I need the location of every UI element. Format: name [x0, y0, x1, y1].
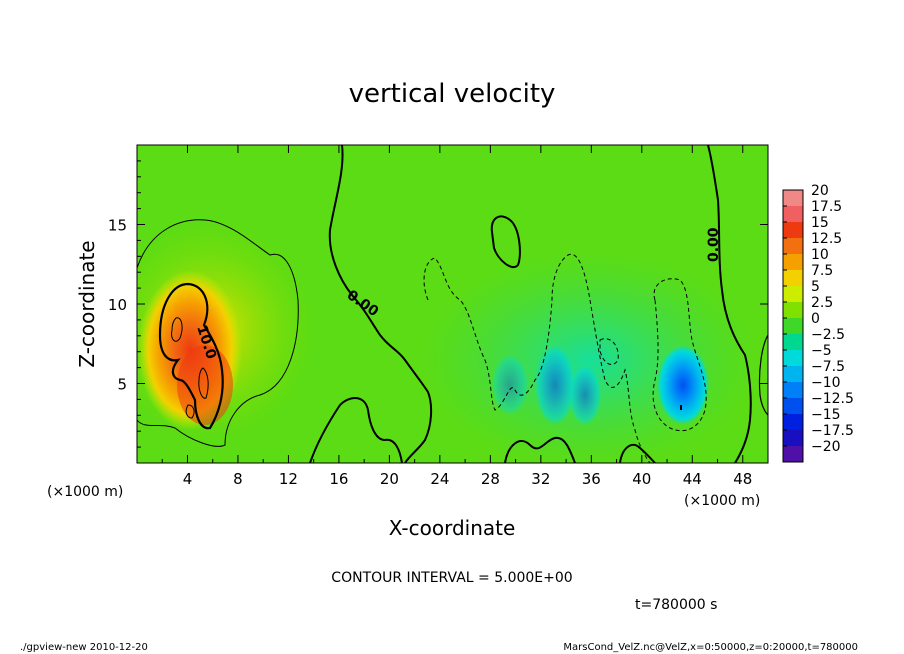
contour-10 — [158, 282, 224, 430]
downdraft-plume-3 — [569, 365, 601, 425]
colorbar-swatch — [783, 222, 803, 239]
x-tick-label: 20 — [380, 470, 399, 488]
footer-right: MarsCond_VelZ.nc@VelZ,x=0:50000,z=0:2000… — [563, 642, 858, 653]
x-tick-label: 32 — [531, 470, 550, 488]
x-tick-label: 28 — [481, 470, 500, 488]
colorbar-label: 5 — [811, 279, 820, 295]
colorbar-swatch — [783, 318, 803, 335]
y-unit-label: (×1000 m) — [47, 484, 123, 500]
contour-15b — [198, 367, 209, 399]
y-tick-label: 15 — [108, 217, 127, 235]
time-text: t=780000 s — [635, 597, 717, 613]
x-tick-label: 8 — [233, 470, 243, 488]
downdraft-plume-1 — [657, 345, 709, 425]
colorbar-label: −5 — [811, 343, 832, 359]
colorbar-label: 7.5 — [811, 263, 833, 279]
colorbar-label: 2.5 — [811, 295, 833, 311]
downdraft-plume-2 — [535, 345, 575, 425]
colorbar-swatch — [783, 238, 803, 255]
contour-15a — [171, 317, 183, 342]
contour-zero-loop — [490, 215, 521, 268]
colorbar-swatch — [783, 350, 803, 367]
colorbar-swatch — [783, 190, 803, 207]
colorbar-label: −20 — [811, 439, 841, 455]
contour-neg5-b — [652, 278, 707, 432]
contour-zero-main — [328, 145, 433, 463]
colorbar-label: −7.5 — [811, 359, 845, 375]
colorbar-label: −17.5 — [811, 423, 854, 439]
colorbar-label: 0 — [811, 311, 820, 327]
x-unit-label: (×1000 m) — [684, 493, 760, 509]
contour-zero-bottom2 — [619, 443, 656, 463]
chart-title: vertical velocity — [349, 79, 556, 109]
colorbar-swatch — [783, 286, 803, 303]
colorbar-label: 12.5 — [811, 231, 842, 247]
colorbar-swatch — [783, 398, 803, 415]
x-tick-label: 4 — [183, 470, 193, 488]
colorbar-swatch — [783, 206, 803, 223]
colorbar-label: 15 — [811, 215, 829, 231]
contour-zero-right — [707, 145, 752, 463]
contour-zero-right-edge — [758, 334, 768, 416]
contour-5 — [137, 219, 299, 447]
x-axis-label: X-coordinate — [389, 516, 516, 540]
contour-label-0-right: 0.00 — [706, 227, 722, 262]
x-tick-label: 24 — [430, 470, 449, 488]
colorbar-swatch — [783, 382, 803, 399]
colorbar-swatch — [783, 430, 803, 447]
colorbar-label: −15 — [811, 407, 841, 423]
x-tick-label: 40 — [632, 470, 651, 488]
plot-area: 10.0 0.00 0.00 — [137, 145, 768, 463]
colorbar-label: 10 — [811, 247, 829, 263]
x-tick-label: 44 — [683, 470, 702, 488]
colorbar-swatch — [783, 446, 803, 463]
y-axis-label: Z-coordinate — [75, 240, 99, 367]
contour-interval-text: CONTOUR INTERVAL = 5.000E+00 — [331, 570, 572, 586]
colorbar-swatch — [783, 302, 803, 319]
colorbar-label: 20 — [811, 183, 829, 199]
x-tick-label: 36 — [582, 470, 601, 488]
colorbar-swatch — [783, 414, 803, 431]
contours — [137, 145, 768, 463]
y-tick-label: 5 — [117, 376, 127, 394]
y-tick-label: 10 — [108, 296, 127, 314]
downdraft-zone — [420, 250, 760, 463]
contour-neg5-c — [599, 338, 619, 365]
colorbar-frame — [782, 189, 804, 463]
contour-zero-lower — [309, 397, 403, 463]
x-tick-label: 12 — [279, 470, 298, 488]
downdraft-plume-4 — [492, 355, 528, 415]
colorbar: 2017.51512.5107.552.50−2.5−5−7.5−10−12.5… — [782, 183, 854, 463]
colorbar-label: −12.5 — [811, 391, 854, 407]
colorbar-swatch — [783, 270, 803, 287]
footer-left: ./gpview-new 2010-12-20 — [20, 642, 148, 653]
colorbar-swatch — [783, 366, 803, 383]
colorbar-label: 17.5 — [811, 199, 842, 215]
x-tick-label: 16 — [329, 470, 348, 488]
x-tick-label: 48 — [733, 470, 752, 488]
contour-zero-bottom — [504, 436, 576, 463]
contour-15c — [185, 404, 195, 419]
contour-neg5-a — [423, 253, 651, 463]
colorbar-label: −2.5 — [811, 327, 845, 343]
colorbar-label: −10 — [811, 375, 841, 391]
colorbar-swatch — [783, 254, 803, 271]
colorbar-swatch — [783, 334, 803, 351]
